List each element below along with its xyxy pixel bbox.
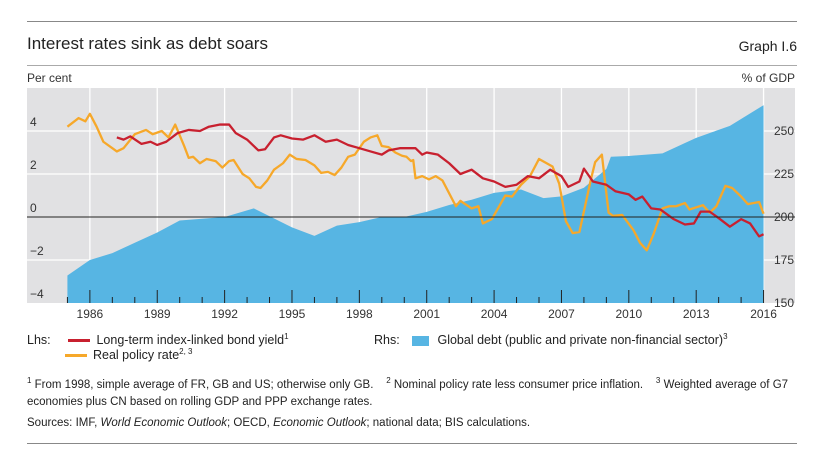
legend-swatch-bond-yield <box>68 339 91 343</box>
y-right-tick-label: 150 <box>774 296 794 310</box>
x-tick-label: 1986 <box>77 307 104 321</box>
legend-lhs: Lhs: Long-term index-linked bond yield1 <box>27 332 289 347</box>
title-rule <box>27 65 797 66</box>
legend-policy-rate-label: Real policy rate <box>93 348 180 363</box>
policy-rate-line <box>66 112 765 252</box>
footnote-1: From 1998, simple average of FR, GB and … <box>34 378 374 391</box>
x-tick-label: 1995 <box>279 307 306 321</box>
sources-text: Sources: IMF, <box>27 417 101 429</box>
footnote-ref: 3 <box>723 332 728 341</box>
y-right-tick-label: 175 <box>774 253 794 267</box>
x-tick-label: 2013 <box>683 307 710 321</box>
legend-rhs-label: Rhs: <box>374 333 400 348</box>
footnote-ref: 2, 3 <box>179 347 193 356</box>
footnote-mark: 2 <box>386 376 391 385</box>
footnote-mark: 3 <box>655 376 661 385</box>
footnote-ref: 1 <box>284 332 289 341</box>
sources-weo: World Economic Outlook <box>100 417 228 429</box>
sources: Sources: IMF, World Economic Outlook; OE… <box>27 417 530 429</box>
y-right-tick-label: 225 <box>774 167 794 181</box>
y-right-tick-label: 200 <box>774 210 794 224</box>
x-tick-label: 2010 <box>615 307 642 321</box>
sources-eo: Economic Outlook <box>273 417 367 429</box>
legend-debt-label: Global debt (public and private non-fina… <box>437 333 724 348</box>
top-rule <box>27 21 797 22</box>
legend-bond-yield-label: Long-term index-linked bond yield <box>96 333 285 348</box>
graph-number: Graph I.6 <box>738 38 797 54</box>
x-tick-label: 2004 <box>481 307 508 321</box>
x-tick-label: 2007 <box>548 307 575 321</box>
y-left-tick-label: 0 <box>30 201 37 215</box>
y-left-tick-label: −4 <box>30 287 44 301</box>
x-tick-label: 1998 <box>346 307 373 321</box>
left-axis-label: Per cent <box>27 71 72 85</box>
y-right-tick-label: 250 <box>774 124 794 138</box>
chart: Per cent % of GDP 1986 1989 1992 1995 1998 20… <box>27 71 795 321</box>
bond-yield-line <box>116 123 765 238</box>
legend-rhs: Rhs: Global debt (public and private non… <box>374 332 728 347</box>
legend-policy-rate: Real policy rate2, 3 <box>65 347 193 362</box>
y-left-tick-label: −2 <box>30 244 44 258</box>
sources-text: ; OECD, <box>227 417 274 429</box>
chart-title: Interest rates sink as debt soars <box>27 34 268 53</box>
legend-swatch-debt <box>412 335 430 346</box>
x-tick-label: 2016 <box>750 307 777 321</box>
legend-lhs-label: Lhs: <box>27 333 51 348</box>
y-left-tick-label: 4 <box>30 115 37 129</box>
bottom-rule <box>27 443 797 444</box>
x-tick-label: 1989 <box>144 307 171 321</box>
footnote-3: Weighted average of G7 economies plus CN… <box>27 378 789 408</box>
x-tick-label: 2001 <box>413 307 440 321</box>
footnote-2: Nominal policy rate less consumer price … <box>393 378 644 391</box>
sources-text: ; national data; BIS calculations. <box>366 417 531 429</box>
right-axis-label: % of GDP <box>742 71 795 85</box>
y-left-tick-label: 2 <box>30 158 37 172</box>
legend-swatch-policy-rate <box>65 354 87 358</box>
footnote-mark: 1 <box>27 376 32 385</box>
debt-area <box>67 105 764 303</box>
footnotes: 1 From 1998, simple average of FR, GB an… <box>27 372 802 411</box>
x-tick-label: 1992 <box>211 307 238 321</box>
